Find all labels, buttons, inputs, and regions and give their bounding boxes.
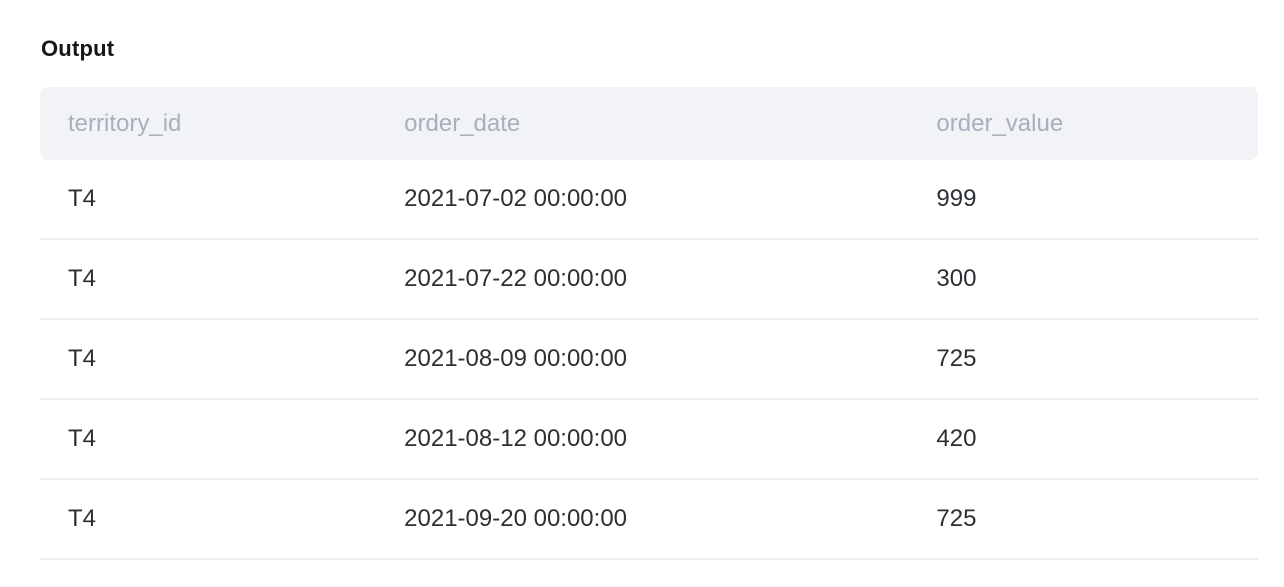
cell-territory-id: T4 <box>68 505 97 532</box>
output-section: Output territory_id order_date order_val… <box>40 36 1258 560</box>
table-row: T4 2021-08-09 00:00:00 725 <box>40 320 1258 400</box>
header-cell-order-date: order_date <box>404 109 521 137</box>
output-table: territory_id order_date order_value T4 2… <box>40 87 1258 560</box>
table-row: T4 2021-08-12 00:00:00 420 <box>40 400 1258 480</box>
header-cell-territory-id: territory_id <box>68 109 182 137</box>
cell-order-date: 2021-07-22 00:00:00 <box>404 265 628 292</box>
cell-order-date: 2021-09-20 00:00:00 <box>404 505 628 532</box>
cell-order-value: 300 <box>936 265 977 292</box>
cell-order-date: 2021-08-12 00:00:00 <box>404 425 628 452</box>
cell-order-date: 2021-08-09 00:00:00 <box>404 345 628 372</box>
table-row: T4 2021-07-22 00:00:00 300 <box>40 240 1258 320</box>
output-title: Output <box>41 36 115 61</box>
cell-territory-id: T4 <box>68 265 97 292</box>
table-row: T4 2021-09-20 00:00:00 725 <box>40 480 1258 560</box>
cell-order-value: 999 <box>936 185 977 212</box>
cell-territory-id: T4 <box>68 425 97 452</box>
cell-order-value: 420 <box>936 425 977 452</box>
cell-territory-id: T4 <box>68 345 97 372</box>
cell-territory-id: T4 <box>68 185 97 212</box>
header-cell-order-value: order_value <box>936 109 1064 137</box>
cell-order-value: 725 <box>936 345 977 372</box>
table-header-row: territory_id order_date order_value <box>40 87 1258 160</box>
cell-order-date: 2021-07-02 00:00:00 <box>404 185 628 212</box>
cell-order-value: 725 <box>936 505 977 532</box>
table-row: T4 2021-07-02 00:00:00 999 <box>40 160 1258 240</box>
